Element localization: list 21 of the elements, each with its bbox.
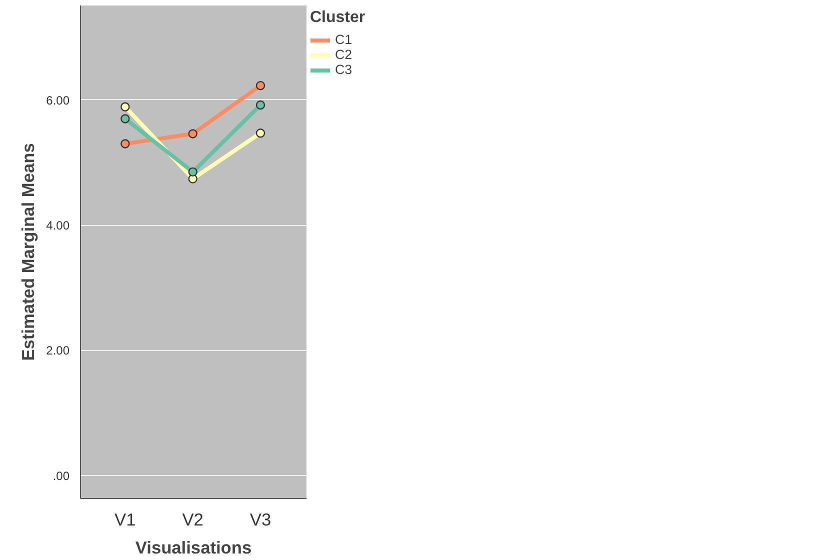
y-tick-label: 6.00 bbox=[46, 93, 70, 108]
point bbox=[256, 100, 266, 110]
y-tick-label: 4.00 bbox=[46, 218, 70, 233]
y-axis-title: Estimated Marginal Means bbox=[18, 143, 38, 361]
y-tick-label: .00 bbox=[52, 468, 70, 483]
point bbox=[256, 80, 266, 90]
x-tick-label: V1 bbox=[114, 510, 136, 530]
point bbox=[120, 114, 130, 124]
x-tick-label: V3 bbox=[250, 510, 272, 530]
x-axis-title: Visualisations bbox=[135, 538, 252, 558]
y-tick-label: 2.00 bbox=[46, 344, 70, 358]
point bbox=[120, 102, 130, 112]
point bbox=[256, 128, 266, 138]
legend-label: C3 bbox=[335, 62, 354, 77]
point bbox=[188, 129, 198, 138]
point bbox=[188, 167, 198, 177]
legend-label: C2 bbox=[335, 47, 354, 62]
x-tick-label: V2 bbox=[182, 510, 204, 530]
legend-title: Cluster bbox=[310, 9, 366, 27]
point bbox=[120, 139, 130, 148]
legend-label: C1 bbox=[335, 32, 354, 47]
